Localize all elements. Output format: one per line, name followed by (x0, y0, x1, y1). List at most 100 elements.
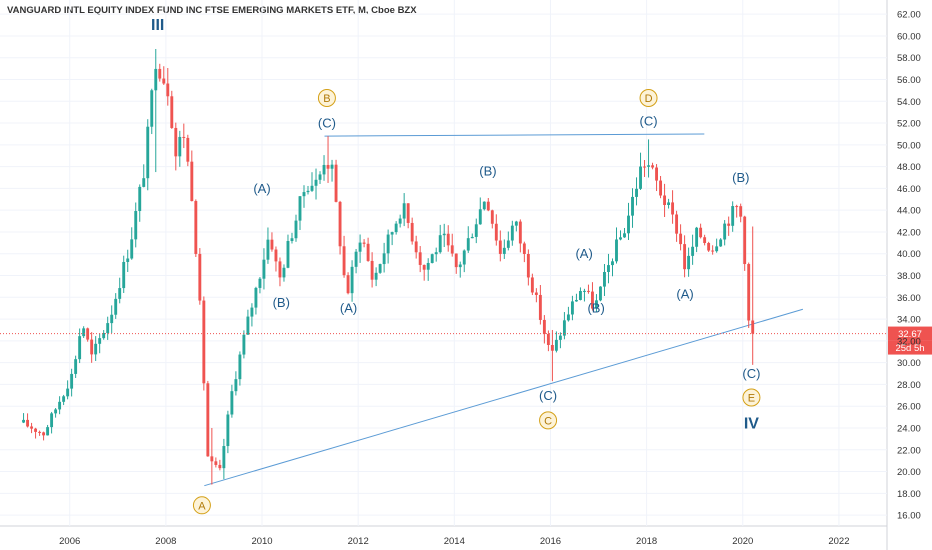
candle-body[interactable] (346, 275, 350, 294)
candle-body[interactable] (607, 265, 610, 272)
wave-label[interactable]: (C) (640, 113, 658, 128)
time-axis[interactable]: 2006 2008 2010 2012 2014 2016 2018 2020 2022 (59, 536, 849, 547)
candle-body[interactable] (498, 240, 502, 254)
candle-body[interactable] (118, 288, 122, 299)
primary-wave-label[interactable]: III (151, 17, 164, 34)
candle-body[interactable] (679, 233, 683, 245)
candle-body[interactable] (466, 238, 470, 251)
candle-body[interactable] (587, 290, 590, 292)
candle-body[interactable] (715, 246, 719, 252)
candle-body[interactable] (470, 236, 474, 239)
candle-body[interactable] (538, 294, 542, 320)
wave-circle-marker[interactable] (317, 89, 336, 108)
candle-body[interactable] (659, 180, 663, 196)
candle-body[interactable] (146, 126, 150, 179)
candle-body[interactable] (550, 344, 554, 351)
candle-body[interactable] (727, 223, 731, 226)
candle-body[interactable] (703, 237, 707, 244)
candle-body[interactable] (246, 316, 250, 335)
wave-label[interactable]: (C) (539, 388, 557, 403)
candle-body[interactable] (707, 243, 711, 251)
candle-body[interactable] (378, 264, 382, 273)
candle-body[interactable] (338, 201, 342, 247)
candle-body[interactable] (362, 242, 366, 244)
candle-body[interactable] (82, 328, 86, 337)
candle-body[interactable] (234, 379, 238, 392)
candle-body[interactable] (78, 336, 82, 360)
candle-body[interactable] (687, 255, 691, 270)
candle-body[interactable] (599, 286, 602, 301)
candle-body[interactable] (647, 165, 650, 167)
candle-body[interactable] (206, 383, 210, 457)
candle-body[interactable] (639, 166, 642, 189)
candle-body[interactable] (578, 291, 582, 300)
candle-body[interactable] (546, 334, 550, 345)
candle-body[interactable] (166, 83, 170, 97)
candle-body[interactable] (386, 234, 390, 254)
candle-body[interactable] (94, 343, 98, 355)
candle-body[interactable] (318, 174, 322, 180)
candle-body[interactable] (591, 291, 594, 309)
candle-body[interactable] (222, 446, 226, 469)
candle-body[interactable] (426, 262, 430, 270)
candle-body[interactable] (478, 209, 482, 225)
candle-body[interactable] (294, 220, 298, 239)
candle-body[interactable] (374, 272, 378, 280)
candle-body[interactable] (250, 307, 254, 317)
candle-body[interactable] (406, 203, 410, 223)
candle-body[interactable] (150, 90, 154, 127)
candle-body[interactable] (298, 196, 302, 221)
candle-body[interactable] (98, 338, 102, 344)
candle-body[interactable] (619, 237, 622, 240)
candle-body[interactable] (566, 314, 570, 321)
candle-body[interactable] (370, 260, 374, 280)
candle-body[interactable] (711, 250, 715, 252)
candle-body[interactable] (486, 201, 490, 211)
candle-body[interactable] (667, 202, 671, 206)
candle-body[interactable] (162, 78, 166, 84)
wave-circle-marker[interactable] (639, 89, 658, 108)
candle-body[interactable] (418, 252, 422, 265)
candle-body[interactable] (46, 427, 50, 436)
candle-body[interactable] (482, 201, 486, 210)
candle-body[interactable] (695, 227, 699, 247)
candle-body[interactable] (142, 178, 146, 187)
candle-body[interactable] (170, 96, 174, 128)
candle-body[interactable] (434, 252, 438, 255)
candle-body[interactable] (438, 235, 442, 253)
candle-body[interactable] (398, 218, 402, 224)
wave-label[interactable]: (C) (742, 366, 760, 381)
candle-body[interactable] (54, 409, 58, 414)
candle-body[interactable] (238, 354, 242, 380)
price-axis[interactable]: 16.00 18.00 20.00 22.00 24.00 26.00 28.00 30.00… (897, 10, 921, 522)
candle-body[interactable] (394, 223, 398, 233)
candle-body[interactable] (134, 211, 138, 240)
candle-body[interactable] (194, 201, 198, 254)
candle-body[interactable] (366, 243, 370, 261)
candle-body[interactable] (663, 195, 667, 206)
candle-body[interactable] (38, 431, 42, 433)
candle-body[interactable] (474, 224, 478, 237)
candle-body[interactable] (114, 298, 118, 315)
candle-body[interactable] (42, 432, 46, 436)
candle-body[interactable] (266, 239, 270, 260)
candle-body[interactable] (202, 300, 206, 384)
candle-body[interactable] (595, 300, 598, 309)
candle-body[interactable] (158, 68, 162, 79)
candle-body[interactable] (382, 253, 386, 265)
candle-body[interactable] (130, 239, 134, 259)
candle-body[interactable] (306, 190, 310, 193)
candle-body[interactable] (522, 243, 526, 255)
candle-body[interactable] (643, 166, 646, 168)
candle-body[interactable] (122, 261, 126, 289)
candle-body[interactable] (302, 192, 306, 197)
candle-body[interactable] (747, 264, 751, 321)
candle-body[interactable] (226, 414, 230, 447)
candle-body[interactable] (422, 264, 426, 270)
candle-body[interactable] (282, 267, 286, 278)
candle-body[interactable] (526, 254, 530, 278)
candle-body[interactable] (70, 373, 74, 389)
candle-body[interactable] (615, 239, 618, 262)
candle-body[interactable] (510, 225, 514, 241)
candle-body[interactable] (354, 251, 358, 267)
